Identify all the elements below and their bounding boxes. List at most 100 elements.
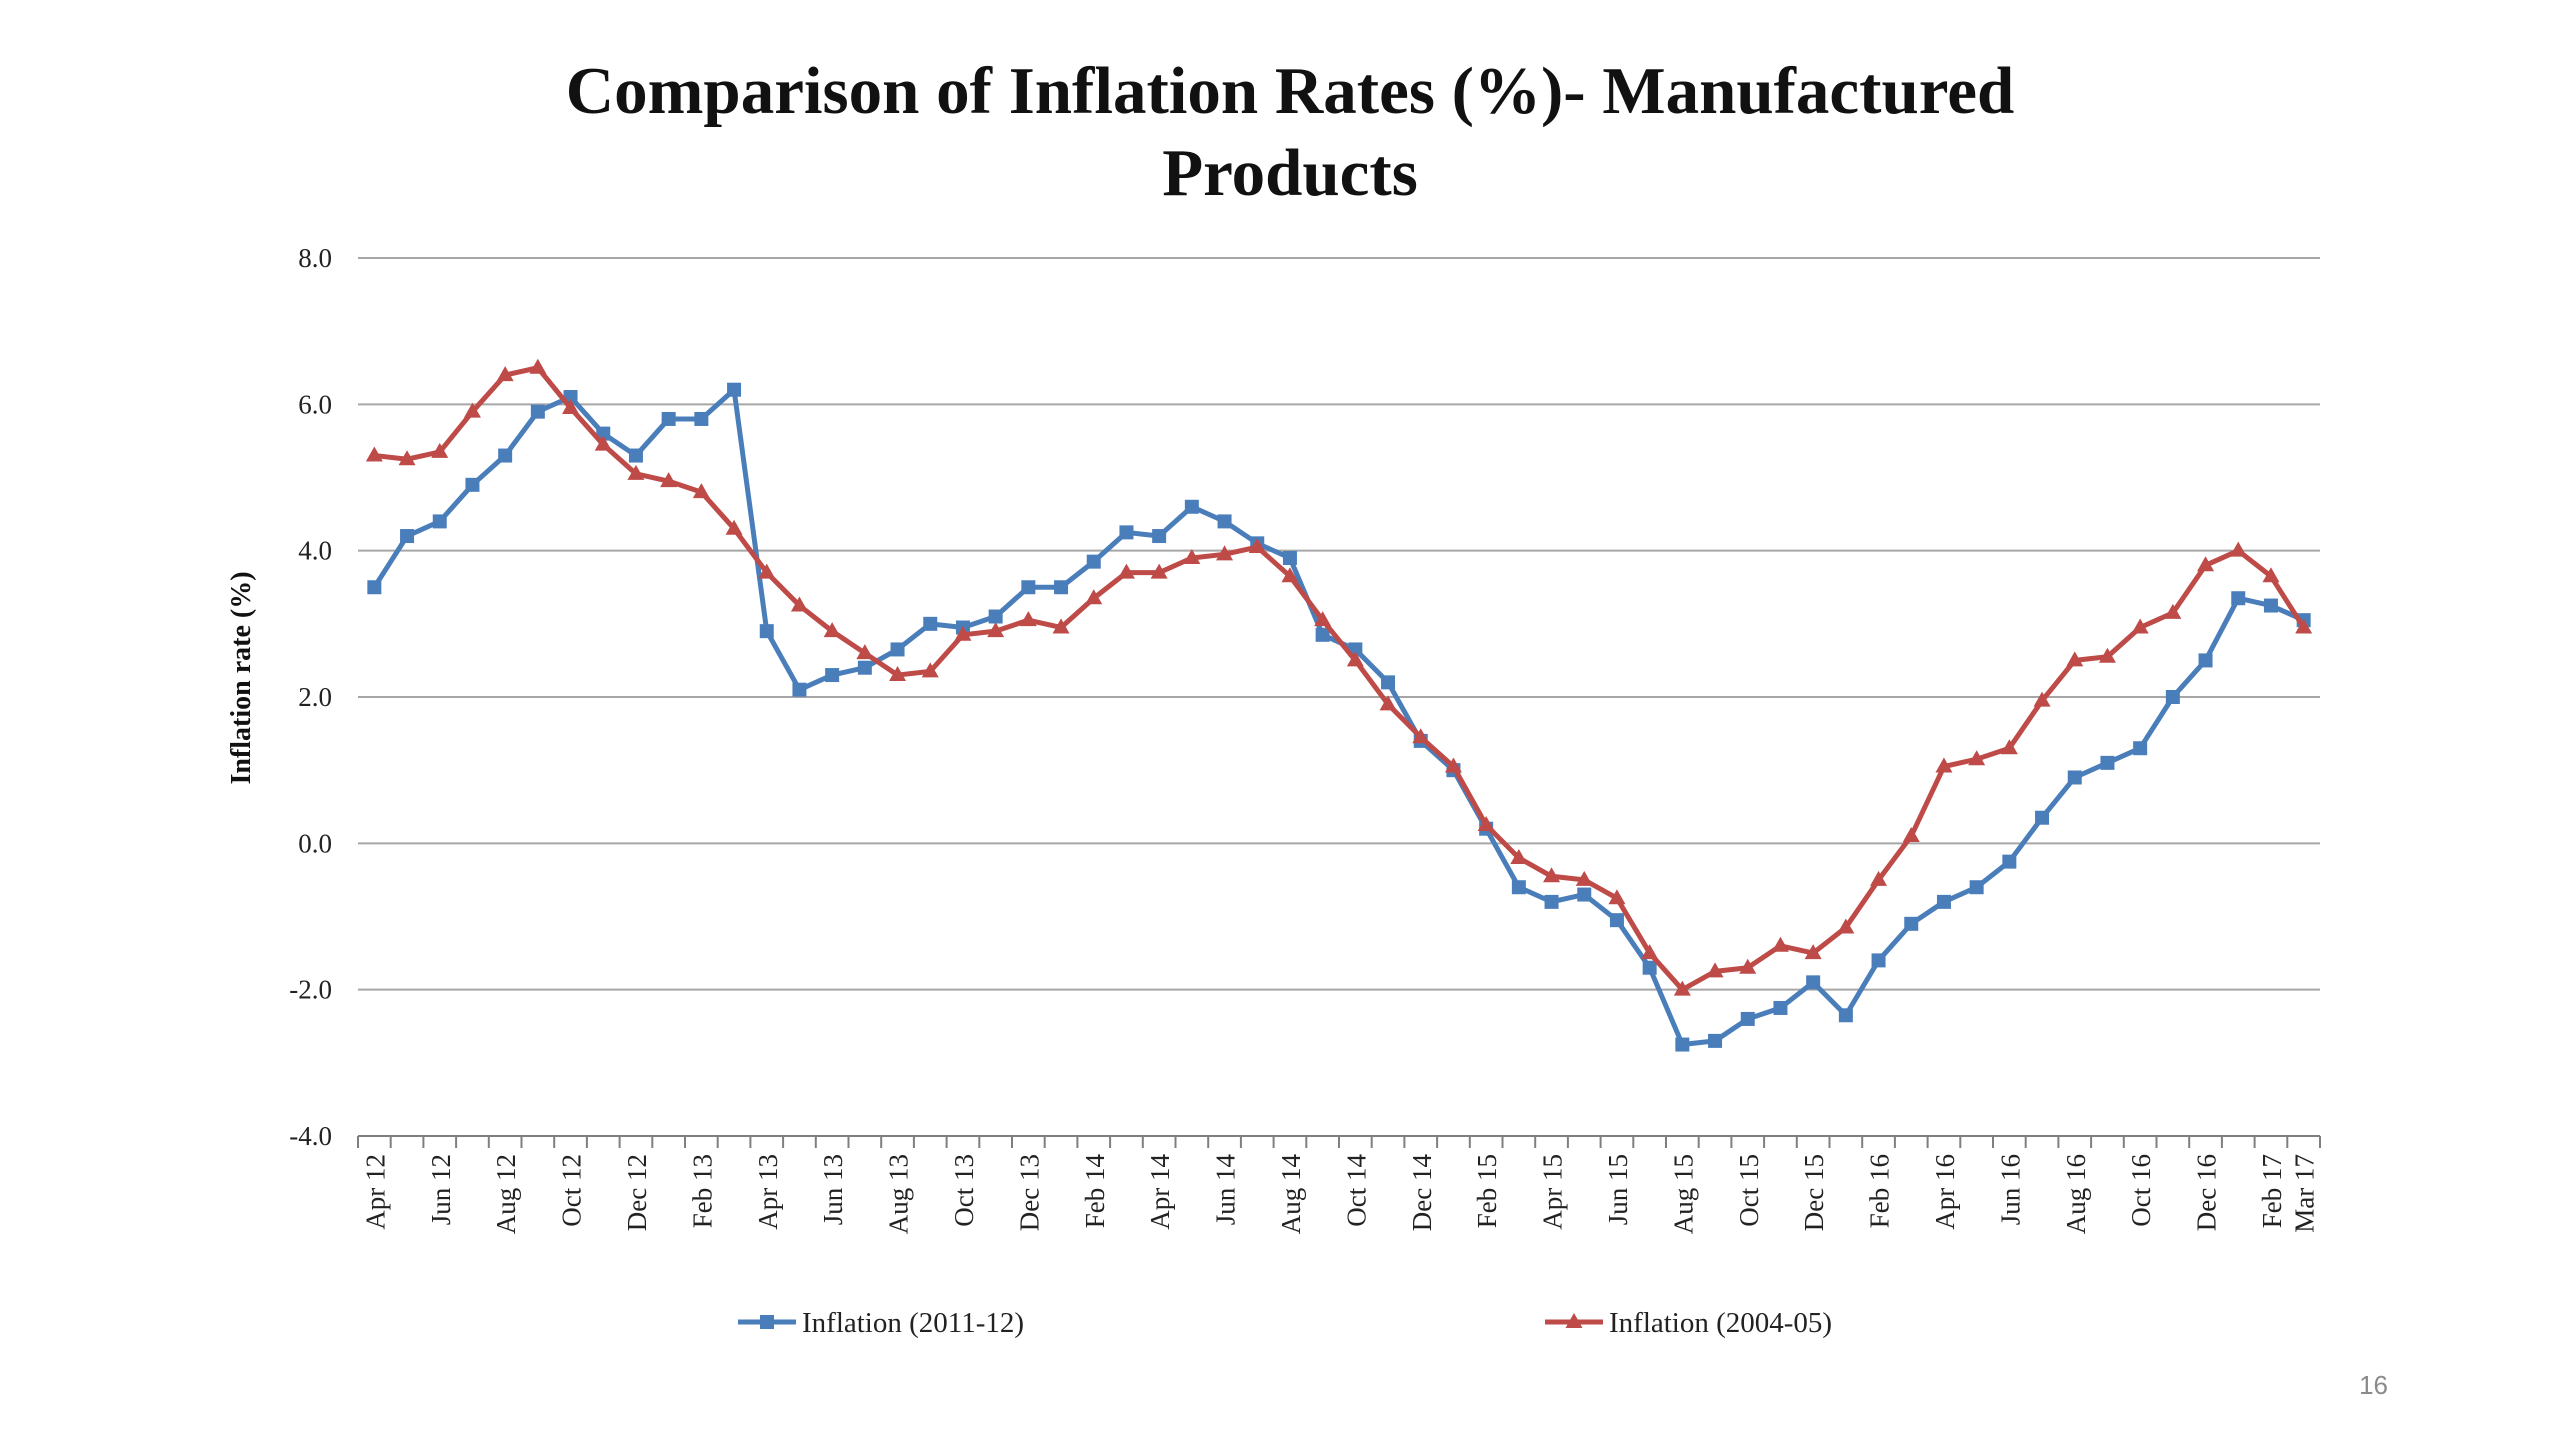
x-tick-label: Apr 14 [1145,1154,1175,1230]
data-point [1021,580,1036,595]
data-point [1052,618,1070,634]
x-tick-label: Jun 12 [426,1154,456,1225]
data-point [1675,1037,1690,1052]
data-point [792,682,807,697]
y-tick-label: 2.0 [298,682,332,712]
x-tick-label: Feb 13 [687,1154,717,1228]
data-point [1904,916,1919,931]
x-tick-label: Apr 16 [1930,1154,1960,1230]
series-inflation-2004-05 [365,358,2313,996]
x-tick-label: Aug 13 [884,1154,914,1234]
data-point [2098,647,2116,663]
data-point [2000,739,2018,755]
data-point [1902,827,1920,843]
data-point [1804,944,1822,960]
x-tick-label: Dec 14 [1407,1154,1437,1232]
x-tick-label: Aug 14 [1276,1154,1306,1235]
data-point [530,404,545,419]
x-tick-label: Feb 14 [1080,1154,1110,1229]
chart-title-line-2: Products [1162,136,1418,210]
data-point [890,642,905,657]
data-point [2033,691,2051,707]
data-point [889,666,907,682]
data-point [1544,894,1559,909]
data-point [2067,770,2082,785]
data-point [2100,755,2115,770]
data-point [727,382,742,397]
x-tick-label: Apr 15 [1538,1154,1568,1230]
data-point [1381,675,1396,690]
y-tick-label: 8.0 [298,243,332,273]
y-tick-label: 4.0 [298,536,332,566]
series-line [374,365,2306,993]
chart-title: Comparison of Inflation Rates (%)- Manuf… [0,50,2560,214]
data-point [1708,1033,1723,1048]
data-point [1740,1011,1755,1026]
data-point [1935,757,1953,773]
legend-marker [760,1315,774,1329]
x-tick-label: Dec 13 [1014,1154,1044,1231]
data-point [463,402,481,418]
data-point [1837,918,1855,934]
data-point [1444,757,1462,773]
data-point [1152,529,1167,544]
data-point [1085,589,1103,605]
data-point [1936,894,1951,909]
data-point [1577,887,1592,902]
legend-label: Inflation (2011-12) [802,1307,1024,1339]
data-point [1119,525,1134,540]
data-point [1412,728,1430,744]
data-point [431,442,449,458]
data-point [2066,651,2084,667]
y-tick-label: 6.0 [298,389,332,419]
data-point [594,435,612,451]
data-point [1054,580,1069,595]
data-point [2295,618,2313,634]
x-tick-label: Aug 16 [2061,1154,2091,1234]
data-point [1217,514,1232,529]
x-tick-label: Jun 14 [1211,1154,1241,1226]
data-point [432,514,447,529]
legend-label: Inflation (2004-05) [1609,1307,1832,1339]
data-point [1838,1008,1853,1023]
data-point [400,529,415,544]
data-point [660,472,678,488]
data-point [954,625,972,641]
y-tick-label: 0.0 [298,828,332,858]
y-axis-title: Inflation rate (%) [226,571,257,784]
data-point [1642,960,1657,975]
data-point [857,660,872,675]
data-point [2229,541,2247,557]
data-point [1379,695,1397,711]
y-axis-tick-labels: 8.0 6.0 4.0 2.0 0.0 -2.0 -4.0 [289,243,332,1151]
data-point [529,358,547,374]
data-point [2133,741,2148,756]
page-number: 16 [2359,1370,2388,1400]
data-point [1150,563,1168,579]
data-point [1281,567,1299,583]
data-point [1315,627,1330,642]
data-point [1086,554,1101,569]
data-point [465,477,480,492]
data-point [758,563,776,579]
x-tick-label: Dec 16 [2192,1154,2222,1231]
y-tick-label: -4.0 [289,1121,332,1151]
data-point [367,580,382,595]
data-point [365,446,383,462]
data-point [1477,816,1495,832]
x-tick-label: Mar 17 [2290,1154,2320,1233]
data-point [1314,611,1332,627]
data-point [923,616,938,631]
data-point [2165,690,2180,704]
data-point [2198,653,2213,668]
data-point [988,609,1003,624]
series-line [372,387,2305,1048]
chart-title-line-1: Comparison of Inflation Rates (%)- Manuf… [565,54,2015,128]
x-tick-label: Apr 12 [360,1154,390,1230]
data-point [1543,867,1561,883]
x-tick-label: Oct 13 [949,1154,979,1227]
x-tick-label: Jun 15 [1603,1154,1633,1225]
legend: Inflation (2011-12) Inflation (2004-05) [738,1307,1832,1339]
x-tick-label: Feb 16 [1865,1154,1895,1228]
data-series [365,358,2313,1052]
